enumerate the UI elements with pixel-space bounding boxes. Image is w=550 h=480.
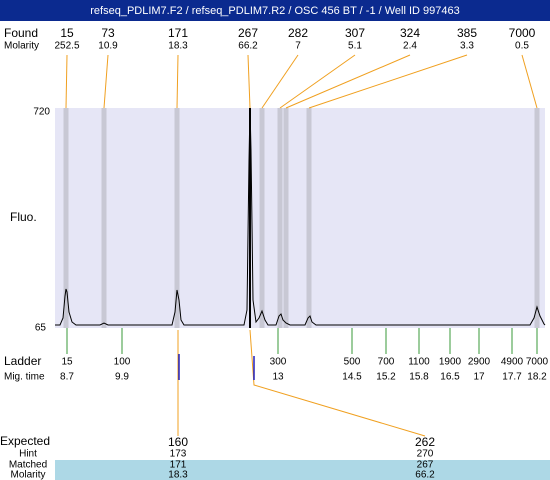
peak-connector: [247, 54, 251, 109]
ladder-time: 15.8: [409, 372, 429, 383]
expected-matched: 171: [170, 460, 187, 471]
expected-connector: [249, 329, 426, 437]
y-top-label: 720: [33, 107, 50, 118]
expected-molarity: 18.3: [168, 470, 188, 480]
matched-band: [55, 460, 550, 480]
ladder-time: 17: [473, 372, 485, 383]
found-size: 267: [238, 26, 258, 40]
found-molarity: 0.5: [515, 41, 529, 52]
peak-connector: [521, 54, 538, 109]
ladder-time: 15.2: [376, 372, 396, 383]
expected-label: Expected: [0, 434, 50, 448]
ladder-size: 1900: [439, 357, 462, 368]
title: refseq_PDLIM7.F2 / refseq_PDLIM7.R2 / OS…: [90, 5, 459, 17]
found-label: Found: [4, 26, 38, 40]
found-molarity-label: Molarity: [4, 41, 39, 52]
molarity-label: Molarity: [10, 470, 45, 480]
found-size: 385: [457, 26, 477, 40]
ladder-time: 8.7: [60, 372, 74, 383]
expected-molarity: 66.2: [415, 470, 435, 480]
peak-band: [174, 108, 180, 328]
ladder-size: 300: [270, 357, 287, 368]
title-bar: [0, 0, 550, 21]
peak-connector: [65, 54, 68, 109]
ladder-size: 1100: [408, 357, 430, 368]
ladder-size: 4900: [501, 357, 524, 368]
found-molarity: 10.9: [98, 41, 118, 52]
found-molarity: 252.5: [54, 41, 79, 52]
expected-hint: 173: [170, 449, 187, 460]
found-size: 15: [60, 26, 74, 40]
ladder-size: 7000: [526, 357, 549, 368]
peak-connector: [176, 54, 179, 109]
found-molarity: 5.1: [348, 41, 362, 52]
found-size: 282: [288, 26, 308, 40]
ladder-size: 700: [378, 357, 395, 368]
found-molarity: 7: [295, 41, 301, 52]
y-bottom-label: 65: [35, 323, 47, 334]
hint-label: Hint: [19, 449, 37, 460]
ladder-label: Ladder: [4, 354, 41, 368]
peak-band: [249, 108, 251, 328]
matched-label: Matched: [9, 460, 47, 471]
found-molarity: 3.3: [460, 41, 474, 52]
ladder-time: 9.9: [115, 372, 129, 383]
peak-band: [277, 108, 283, 328]
peak-band: [63, 108, 69, 328]
ladder-size: 15: [61, 357, 73, 368]
ladder-time: 14.5: [342, 372, 362, 383]
found-molarity: 18.3: [168, 41, 188, 52]
found-molarity: 66.2: [238, 41, 258, 52]
ladder-time: 18.2: [527, 372, 547, 383]
mig-time-label: Mig. time: [4, 372, 45, 383]
peak-connector: [103, 54, 109, 109]
ladder-time: 17.7: [502, 372, 522, 383]
peak-band: [101, 108, 107, 328]
peak-band: [534, 108, 540, 328]
expected-matched: 267: [417, 460, 434, 471]
found-size: 7000: [509, 26, 536, 40]
found-size: 171: [168, 26, 188, 40]
ladder-time: 13: [272, 372, 284, 383]
ladder-time: 16.5: [440, 372, 460, 383]
peak-band: [259, 108, 265, 328]
peak-connector: [285, 54, 411, 109]
peak-connector: [279, 54, 356, 109]
peak-band: [306, 108, 312, 328]
found-size: 73: [101, 26, 115, 40]
peak-connector: [261, 54, 299, 109]
expected-size: 262: [415, 435, 435, 449]
ladder-size: 500: [344, 357, 361, 368]
y-axis-label: Fluo.: [10, 210, 37, 224]
plot-area: [55, 108, 545, 328]
ladder-size: 2900: [468, 357, 491, 368]
peak-band: [283, 108, 289, 328]
found-size: 307: [345, 26, 365, 40]
expected-size: 160: [168, 435, 188, 449]
found-size: 324: [400, 26, 420, 40]
peak-connector: [308, 54, 468, 109]
found-molarity: 2.4: [403, 41, 417, 52]
ladder-size: 100: [114, 357, 131, 368]
expected-hint: 270: [417, 449, 434, 460]
trace: [55, 107, 546, 326]
